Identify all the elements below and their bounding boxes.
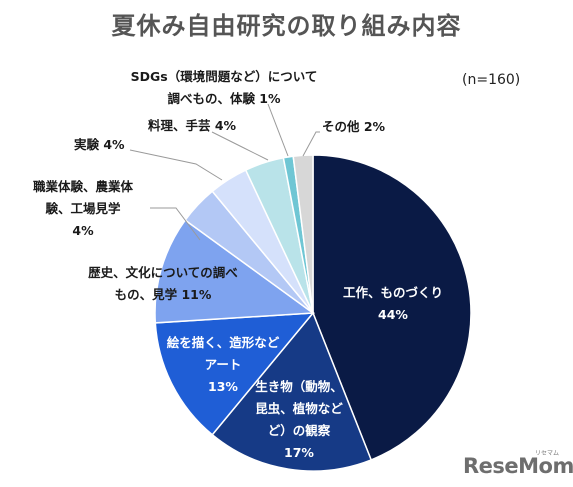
label-shokugyo: 職業体験、農業体 験、工場見学 4% [18,176,148,242]
label-sonota: その他 2% [322,116,385,138]
label-jikken: 実験 4% [74,134,125,156]
label-jikken-text: 実験 4% [74,137,125,152]
label-rekishi-line2: もの、見学 11% [114,287,212,302]
label-ikimono-value: 17% [284,445,314,460]
label-art-line2: アート [204,357,242,372]
label-kousaku: 工作、ものづくり 44% [338,282,448,326]
label-shokugyo-value: 4% [72,223,94,238]
label-ikimono-line3: ど）の観察 [267,423,331,438]
label-rekishi: 歴史、文化についての調べ もの、見学 11% [68,262,258,306]
label-ikimono-line1: 生き物（動物、 [255,379,343,394]
leader-line-0 [150,207,201,241]
label-art-value: 13% [208,379,238,394]
pie-slice-3 [154,219,316,324]
sample-size-note: (n=160) [462,72,521,88]
label-sdgs-line2: 調べもの、体験 1% [167,91,281,106]
label-ikimono-line2: 昆虫、植物など [255,401,343,416]
page-title: 夏休み自由研究の取り組み内容 [111,12,462,40]
label-ryouri: 料理、手芸 4% [148,115,236,137]
resemom-logo: ReseMom [463,454,573,478]
pie-slice-0 [312,154,472,461]
label-ryouri-text: 料理、手芸 4% [148,118,237,133]
label-art-line1: 絵を描く、造形など [166,335,280,350]
label-ikimono: 生き物（動物、 昆虫、植物など ど）の観察 17% [244,376,354,464]
leader-line-2 [211,131,269,161]
label-sdgs-line1: SDGs（環境問題など）について [130,69,318,84]
leader-line-4 [302,131,320,157]
label-art: 絵を描く、造形など アート 13% [158,332,288,398]
label-rekishi-line1: 歴史、文化についての調べ [88,265,238,280]
label-sdgs: SDGs（環境問題など）について 調べもの、体験 1% [124,66,324,110]
label-shokugyo-line1: 職業体験、農業体 [32,179,133,194]
pie-slice-2 [154,312,315,436]
label-shokugyo-line2: 験、工場見学 [45,201,121,216]
pie-slice-1 [211,311,373,472]
leader-line-3 [267,103,289,157]
resemom-logo-sub: リセマム [535,450,560,457]
leader-line-1 [129,149,223,181]
label-sonota-text: その他 2% [322,119,386,134]
label-kousaku-value: 44% [378,307,408,322]
label-kousaku-name: 工作、ものづくり [342,285,443,300]
